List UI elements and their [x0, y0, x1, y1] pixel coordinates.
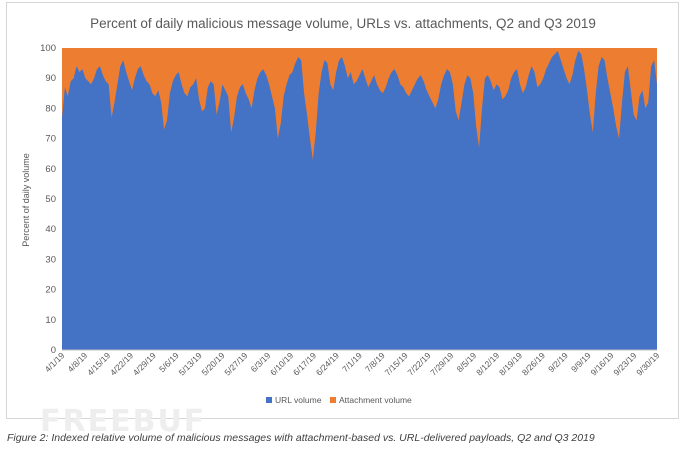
- legend-swatch-url: [266, 397, 272, 403]
- legend-swatch-attachment: [330, 397, 336, 403]
- x-tick-label: 8/19/19: [497, 350, 524, 377]
- y-tick-label: 40: [45, 224, 56, 235]
- y-tick-label: 70: [45, 134, 56, 145]
- legend: URL volume Attachment volume: [266, 395, 412, 405]
- x-tick-label: 9/16/19: [588, 350, 615, 377]
- x-tick-label: 4/1/19: [43, 350, 67, 374]
- plot-area: [62, 48, 657, 351]
- x-tick-label: 5/13/19: [177, 350, 204, 377]
- x-axis: 4/1/19 4/8/194/15/194/22/194/29/19 5/6/195…: [43, 349, 662, 377]
- x-tick-label: 7/22/19: [405, 350, 432, 377]
- y-tick-label: 100: [40, 43, 56, 54]
- x-tick-label: 9/2/19: [546, 350, 570, 374]
- y-tick-label: 90: [45, 73, 56, 84]
- y-axis-label: Percent of daily volume: [21, 153, 31, 247]
- x-tick-label: 9/30/19: [634, 350, 661, 377]
- figure-caption: Figure 2: Indexed relative volume of mal…: [7, 432, 595, 444]
- y-tick-label: 10: [45, 315, 56, 326]
- area-chart: Percent of daily malicious message volum…: [21, 16, 662, 405]
- x-tick-label: 6/17/19: [291, 350, 318, 377]
- x-tick-label: 4/22/19: [108, 350, 135, 377]
- x-tick-label: 9/23/19: [611, 350, 638, 377]
- legend-label-attachment: Attachment volume: [339, 395, 412, 405]
- y-tick-label: 80: [45, 103, 56, 114]
- x-tick-label: 7/1/19: [340, 350, 364, 374]
- watermark-logo: FREEBUF: [40, 404, 207, 439]
- x-tick-label: 8/12/19: [474, 350, 501, 377]
- x-tick-label: 5/27/19: [222, 350, 249, 377]
- x-tick-label: 6/24/19: [314, 350, 341, 377]
- y-tick-label: 20: [45, 285, 56, 296]
- y-axis: 0 10 20 30 40 50 60 70 80 90 100: [40, 43, 56, 356]
- x-tick-label: 8/26/19: [520, 350, 547, 377]
- x-tick-label: 6/10/19: [268, 350, 295, 377]
- x-tick-label: 7/15/19: [383, 350, 410, 377]
- y-tick-label: 30: [45, 254, 56, 265]
- chart-frame: Percent of daily malicious message volum…: [6, 2, 679, 419]
- chart-title: Percent of daily malicious message volum…: [90, 16, 596, 31]
- y-tick-label: 60: [45, 164, 56, 175]
- series-url-volume: [62, 51, 657, 351]
- x-tick-label: 4/29/19: [131, 350, 158, 377]
- x-tick-label: 5/20/19: [199, 350, 226, 377]
- x-tick-label: 7/29/19: [428, 350, 455, 377]
- y-tick-label: 50: [45, 194, 56, 205]
- x-tick-label: 4/15/19: [85, 350, 112, 377]
- legend-label-url: URL volume: [275, 395, 322, 405]
- y-tick-label: 0: [51, 345, 56, 356]
